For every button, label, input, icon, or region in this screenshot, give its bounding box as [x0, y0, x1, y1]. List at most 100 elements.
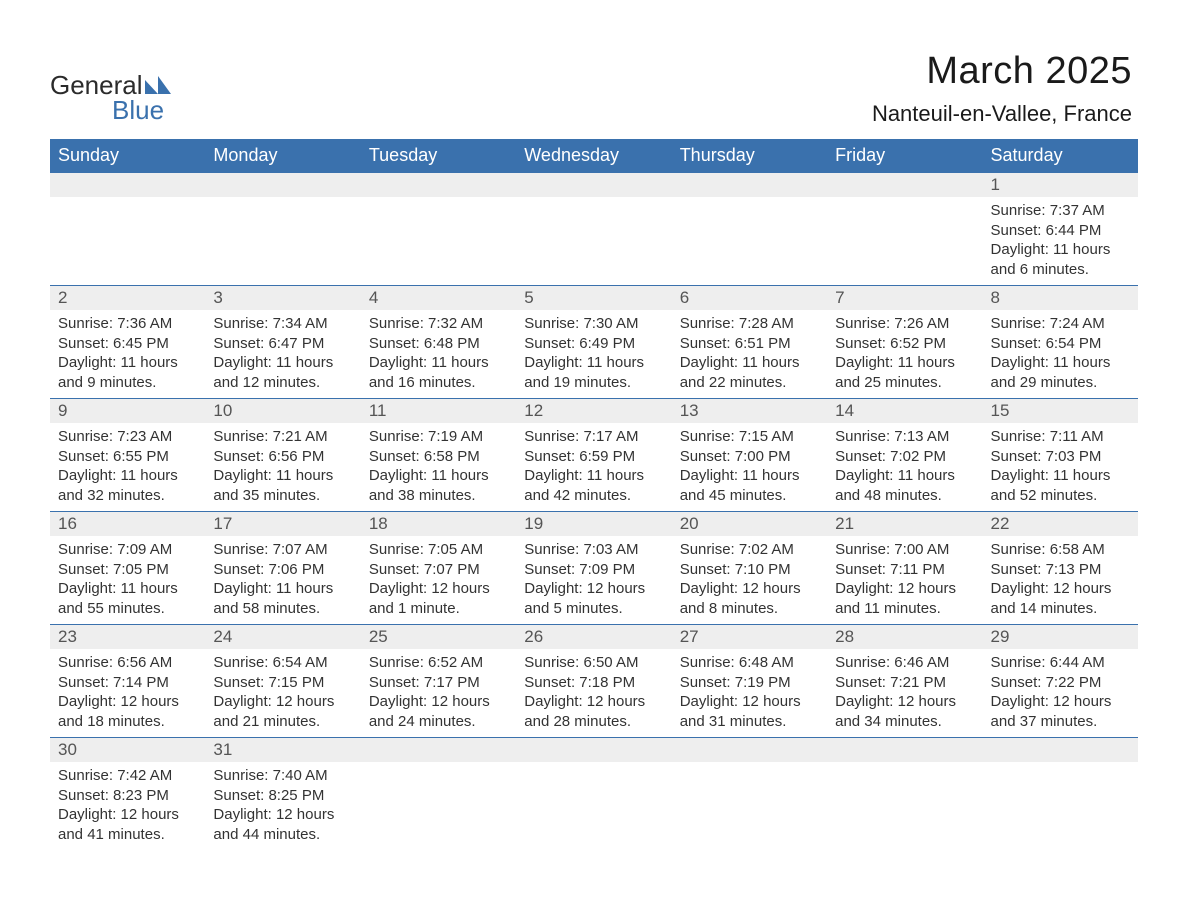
- daynum-row: 23242526272829: [50, 625, 1138, 650]
- day-content-cell: Sunrise: 7:02 AMSunset: 7:10 PMDaylight:…: [672, 536, 827, 625]
- daylight-text: and 58 minutes.: [213, 599, 352, 619]
- day-number-cell: [361, 738, 516, 763]
- sunset-text: Sunset: 7:10 PM: [680, 560, 819, 580]
- daylight-text: and 22 minutes.: [680, 373, 819, 393]
- sunset-text: Sunset: 7:02 PM: [835, 447, 974, 467]
- daylight-text: and 28 minutes.: [524, 712, 663, 732]
- daynum-row: 16171819202122: [50, 512, 1138, 537]
- sunrise-text: Sunrise: 6:44 AM: [991, 653, 1130, 673]
- day-number-cell: 22: [983, 512, 1138, 537]
- day-number: 26: [524, 627, 543, 646]
- day-number-cell: 1: [983, 173, 1138, 198]
- day-number-cell: [516, 173, 671, 198]
- daylight-text: and 48 minutes.: [835, 486, 974, 506]
- day-number: 6: [680, 288, 689, 307]
- day-content-cell: [516, 762, 671, 850]
- day-content-cell: [827, 762, 982, 850]
- day-number: 15: [991, 401, 1010, 420]
- day-number-cell: 14: [827, 399, 982, 424]
- day-number: 11: [369, 401, 387, 420]
- sunset-text: Sunset: 6:44 PM: [991, 221, 1130, 241]
- day-number-cell: 9: [50, 399, 205, 424]
- sunset-text: Sunset: 7:17 PM: [369, 673, 508, 693]
- sunrise-text: Sunrise: 7:03 AM: [524, 540, 663, 560]
- daylight-text: and 55 minutes.: [58, 599, 197, 619]
- daylight-text: and 6 minutes.: [991, 260, 1130, 280]
- daylight-text: Daylight: 11 hours: [991, 466, 1130, 486]
- day-number-cell: [827, 738, 982, 763]
- sunset-text: Sunset: 7:00 PM: [680, 447, 819, 467]
- daylight-text: Daylight: 11 hours: [991, 240, 1130, 260]
- day-number: 13: [680, 401, 699, 420]
- daynum-row: 9 10 11 12 13 14 15: [50, 399, 1138, 424]
- day-content-cell: Sunrise: 7:42 AMSunset: 8:23 PMDaylight:…: [50, 762, 205, 850]
- sunrise-text: Sunrise: 7:05 AM: [369, 540, 508, 560]
- day-number: 10: [213, 401, 232, 420]
- day-number-cell: 16: [50, 512, 205, 537]
- day-number: 5: [524, 288, 533, 307]
- day-number-cell: 2: [50, 286, 205, 311]
- sunrise-text: Sunrise: 7:17 AM: [524, 427, 663, 447]
- day-content-cell: Sunrise: 7:03 AMSunset: 7:09 PMDaylight:…: [516, 536, 671, 625]
- sunset-text: Sunset: 7:14 PM: [58, 673, 197, 693]
- day-number-cell: 5: [516, 286, 671, 311]
- weekday-header: Friday: [827, 139, 982, 173]
- day-number: 3: [213, 288, 222, 307]
- day-number: 12: [524, 401, 543, 420]
- sunset-text: Sunset: 7:11 PM: [835, 560, 974, 580]
- daylight-text: and 42 minutes.: [524, 486, 663, 506]
- day-number-cell: 4: [361, 286, 516, 311]
- daylight-text: Daylight: 12 hours: [991, 692, 1130, 712]
- day-content-cell: Sunrise: 7:37 AMSunset: 6:44 PMDaylight:…: [983, 197, 1138, 286]
- sunrise-text: Sunrise: 7:19 AM: [369, 427, 508, 447]
- content-row: Sunrise: 6:56 AMSunset: 7:14 PMDaylight:…: [50, 649, 1138, 738]
- daylight-text: Daylight: 12 hours: [369, 579, 508, 599]
- day-content-cell: Sunrise: 7:13 AMSunset: 7:02 PMDaylight:…: [827, 423, 982, 512]
- daylight-text: and 41 minutes.: [58, 825, 197, 845]
- day-content-cell: Sunrise: 6:44 AMSunset: 7:22 PMDaylight:…: [983, 649, 1138, 738]
- sunset-text: Sunset: 7:05 PM: [58, 560, 197, 580]
- day-number-cell: [827, 173, 982, 198]
- sunset-text: Sunset: 6:45 PM: [58, 334, 197, 354]
- day-content-cell: [827, 197, 982, 286]
- sunset-text: Sunset: 6:55 PM: [58, 447, 197, 467]
- weekday-header: Monday: [205, 139, 360, 173]
- day-number: 22: [991, 514, 1010, 533]
- daylight-text: Daylight: 12 hours: [524, 579, 663, 599]
- daylight-text: and 9 minutes.: [58, 373, 197, 393]
- daylight-text: Daylight: 11 hours: [680, 466, 819, 486]
- daynum-row: 2345678: [50, 286, 1138, 311]
- day-number-cell: 27: [672, 625, 827, 650]
- sunrise-text: Sunrise: 7:11 AM: [991, 427, 1130, 447]
- day-number-cell: 10: [205, 399, 360, 424]
- page-location: Nanteuil-en-Vallee, France: [872, 101, 1132, 127]
- day-content-cell: Sunrise: 7:30 AMSunset: 6:49 PMDaylight:…: [516, 310, 671, 399]
- day-number: 31: [213, 740, 232, 759]
- day-content-cell: [361, 762, 516, 850]
- day-number-cell: [361, 173, 516, 198]
- daylight-text: and 5 minutes.: [524, 599, 663, 619]
- daylight-text: Daylight: 11 hours: [680, 353, 819, 373]
- day-number-cell: 25: [361, 625, 516, 650]
- day-content-cell: Sunrise: 7:11 AMSunset: 7:03 PMDaylight:…: [983, 423, 1138, 512]
- daylight-text: Daylight: 12 hours: [835, 692, 974, 712]
- daylight-text: and 18 minutes.: [58, 712, 197, 732]
- weekday-header: Saturday: [983, 139, 1138, 173]
- day-content-cell: Sunrise: 7:23 AMSunset: 6:55 PMDaylight:…: [50, 423, 205, 512]
- daylight-text: Daylight: 11 hours: [58, 353, 197, 373]
- content-row: Sunrise: 7:09 AMSunset: 7:05 PMDaylight:…: [50, 536, 1138, 625]
- daylight-text: and 1 minute.: [369, 599, 508, 619]
- content-row: Sunrise: 7:23 AMSunset: 6:55 PMDaylight:…: [50, 423, 1138, 512]
- sunset-text: Sunset: 7:07 PM: [369, 560, 508, 580]
- sunset-text: Sunset: 7:21 PM: [835, 673, 974, 693]
- sunrise-text: Sunrise: 7:36 AM: [58, 314, 197, 334]
- day-content-cell: [50, 197, 205, 286]
- day-number-cell: 12: [516, 399, 671, 424]
- day-number-cell: 18: [361, 512, 516, 537]
- day-content-cell: Sunrise: 7:17 AMSunset: 6:59 PMDaylight:…: [516, 423, 671, 512]
- day-content-cell: Sunrise: 7:00 AMSunset: 7:11 PMDaylight:…: [827, 536, 982, 625]
- sunset-text: Sunset: 6:51 PM: [680, 334, 819, 354]
- sunset-text: Sunset: 6:47 PM: [213, 334, 352, 354]
- day-number-cell: 20: [672, 512, 827, 537]
- day-content-cell: [205, 197, 360, 286]
